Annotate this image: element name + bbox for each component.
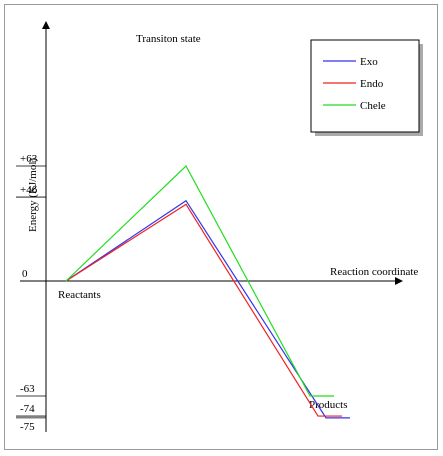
y-tick-labels: +63 +46 0 -63 -74 -75 [20,153,38,433]
series-line-endo [65,203,342,417]
y-axis-label: Energy (KJ/mol) [27,158,39,232]
transition-state-label: Transiton state [136,33,201,45]
y-tick-label: -74 [20,403,35,415]
series-line-chele [65,165,334,397]
legend-label: Endo [360,78,384,90]
legend-box [310,39,420,133]
y-tick-label: -75 [20,421,35,433]
products-label: Products [309,399,348,411]
series-line-exo [65,199,350,419]
y-tick-label: -63 [20,383,35,395]
y-tick-label: 0 [22,268,28,280]
legend-label: Exo [360,56,378,68]
tick-lines [16,165,46,419]
series-lines [65,165,350,419]
legend: Exo Endo Chele [310,39,423,136]
x-axis-label: Reaction coordinate [330,266,418,278]
y-tick-label: +46 [20,184,38,196]
legend-label: Chele [360,100,386,112]
y-tick-label: +63 [20,153,38,165]
reactants-label: Reactants [58,289,101,301]
